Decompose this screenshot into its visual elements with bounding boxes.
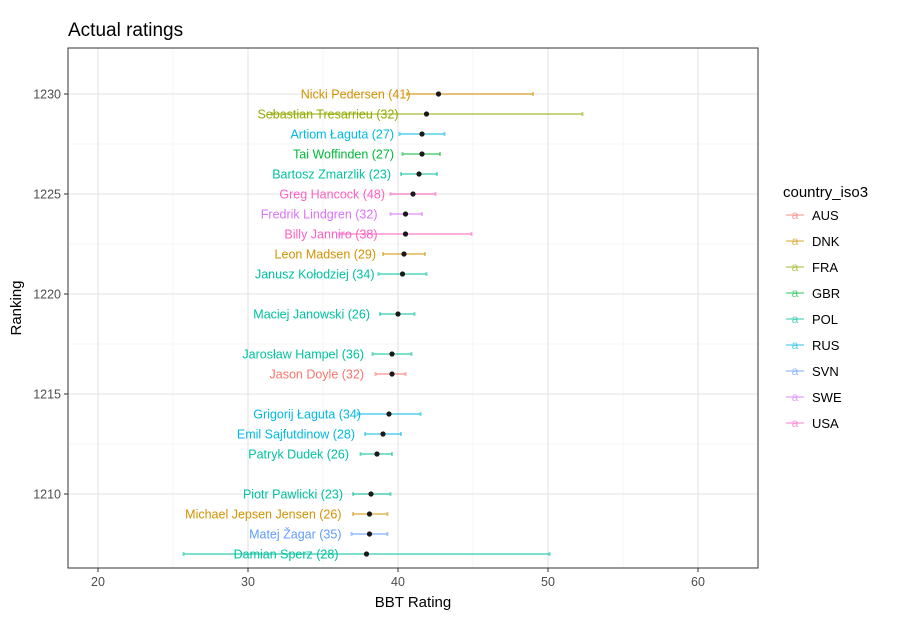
data-point-group: Bartosz Zmarzlik (23) (272, 168, 438, 182)
legend-item: a RUS (786, 338, 840, 353)
x-axis-label: BBT Rating (375, 594, 451, 611)
data-label: Greg Hancock (48) (279, 188, 385, 202)
legend-item: a POL (786, 312, 838, 327)
data-label: Fredrik Lindgren (32) (261, 208, 378, 222)
data-point (374, 451, 380, 457)
data-point (366, 511, 373, 517)
legend-keys: a AUS a DNK a FRA a GBR a POL a RUS a SVN a SWE a USA (786, 208, 842, 431)
data-point-group: Piotr Pawlicki (23) (243, 488, 392, 502)
legend-label: AUS (812, 208, 839, 223)
legend-item: a GBR (786, 286, 840, 301)
data-label: Patryk Dudek (26) (248, 448, 349, 462)
data-point (389, 371, 395, 377)
data-point-group: Jarosław Hampel (36) (242, 348, 413, 362)
data-label: Piotr Pawlicki (23) (243, 488, 343, 502)
data-point (410, 191, 416, 197)
data-point (401, 251, 407, 257)
legend: country_iso3 a AUS a DNK a FRA a GBR a POL a RUS a SV… (783, 184, 868, 431)
legend-label: GBR (812, 286, 840, 301)
plot-panel-border (67, 47, 759, 569)
legend-label: RUS (812, 338, 840, 353)
legend-label: SWE (812, 390, 842, 405)
data-point (423, 111, 430, 117)
data-point (399, 271, 406, 277)
legend-item: a FRA (786, 260, 838, 275)
data-point (386, 411, 392, 417)
legend-item: a DNK (786, 234, 840, 249)
data-label: Jarosław Hampel (36) (242, 348, 364, 362)
legend-label: DNK (812, 234, 840, 249)
data-label: Emil Sajfutdinow (28) (237, 428, 355, 442)
data-label: Tai Woffinden (27) (293, 148, 394, 162)
legend-item: a USA (786, 416, 839, 431)
chart-title: Actual ratings (68, 20, 183, 41)
data-point-group: Leon Madsen (29) (275, 248, 426, 262)
data-point-group: Tai Woffinden (27) (293, 148, 441, 162)
data-point (395, 311, 401, 317)
data-point (366, 531, 373, 537)
data-point-group: Matej Žagar (35) (249, 527, 389, 542)
y-tick-label: 1230 (33, 88, 61, 102)
data-point-group: Maciej Janowski (26) (253, 308, 416, 322)
data-point-group: Jason Doyle (32) (270, 368, 407, 382)
data-point-group: Greg Hancock (48) (279, 188, 437, 202)
data-point (363, 551, 370, 557)
legend-title: country_iso3 (783, 184, 868, 201)
axes: 20 30 40 50 60 1210 1215 1220 1225 1230 (33, 88, 705, 590)
data-label: Grigorij Łaguta (34) (253, 408, 361, 422)
data-point (416, 171, 422, 177)
x-tick-label: 50 (541, 575, 555, 589)
data-point (435, 91, 442, 97)
x-tick-label: 30 (241, 575, 255, 589)
data-point (419, 131, 425, 137)
data-label: Leon Madsen (29) (275, 248, 376, 262)
data-label: Bartosz Zmarzlik (23) (272, 168, 391, 182)
data-label: Maciej Janowski (26) (253, 308, 370, 322)
y-tick-label: 1225 (33, 188, 61, 202)
legend-item: a SWE (786, 390, 842, 405)
data-label: Matej Žagar (35) (249, 527, 341, 542)
data-point-group: Damian Sperz (28) (182, 548, 551, 562)
data-label: Artiom Łaguta (27) (290, 128, 394, 142)
data-point-group: Sebastian Tresarrieu (32) (257, 108, 584, 122)
data-point-group: Billy Janniro (38) (284, 228, 473, 242)
data-label: Nicki Pedersen (41) (301, 88, 411, 102)
data-point-group: Fredrik Lindgren (32) (261, 208, 423, 222)
data-point-group: Artiom Łaguta (27) (290, 128, 446, 142)
data-label: Damian Sperz (28) (234, 548, 339, 562)
legend-item: a SVN (786, 364, 839, 379)
y-tick-label: 1220 (33, 288, 61, 302)
data-point (402, 231, 409, 237)
data-label: Billy Janniro (38) (284, 228, 377, 242)
data-label: Sebastian Tresarrieu (32) (257, 108, 398, 122)
plot-panel (68, 48, 758, 568)
data-label: Michael Jepsen Jensen (26) (185, 508, 341, 522)
x-tick-label: 20 (91, 575, 105, 589)
data-point-group: Patryk Dudek (26) (248, 448, 393, 462)
data-point (380, 431, 386, 437)
data-point-group: Emil Sajfutdinow (28) (237, 428, 402, 442)
data-point (419, 151, 425, 157)
y-tick-label: 1215 (33, 388, 61, 402)
legend-item: a AUS (786, 208, 839, 223)
y-tick-label: 1210 (33, 488, 61, 502)
y-axis-label: Ranking (8, 280, 25, 335)
x-tick-label: 60 (691, 575, 705, 589)
data-marks: Nicki Pedersen (41) Sebastian Tresarrieu … (182, 88, 584, 562)
legend-label: FRA (812, 260, 838, 275)
data-point (389, 351, 395, 357)
data-point-group: Nicki Pedersen (41) (301, 88, 534, 102)
data-point-group: Janusz Kołodziej (34) (255, 268, 428, 282)
legend-label: POL (812, 312, 838, 327)
legend-label: USA (812, 416, 839, 431)
data-point-group: Michael Jepsen Jensen (26) (185, 508, 389, 522)
legend-label: SVN (812, 364, 839, 379)
data-label: Janusz Kołodziej (34) (255, 268, 375, 282)
x-tick-label: 40 (391, 575, 405, 589)
data-point (402, 211, 409, 217)
data-label: Jason Doyle (32) (270, 368, 365, 382)
data-point-group: Grigorij Łaguta (34) (253, 408, 422, 422)
data-point (368, 491, 374, 497)
